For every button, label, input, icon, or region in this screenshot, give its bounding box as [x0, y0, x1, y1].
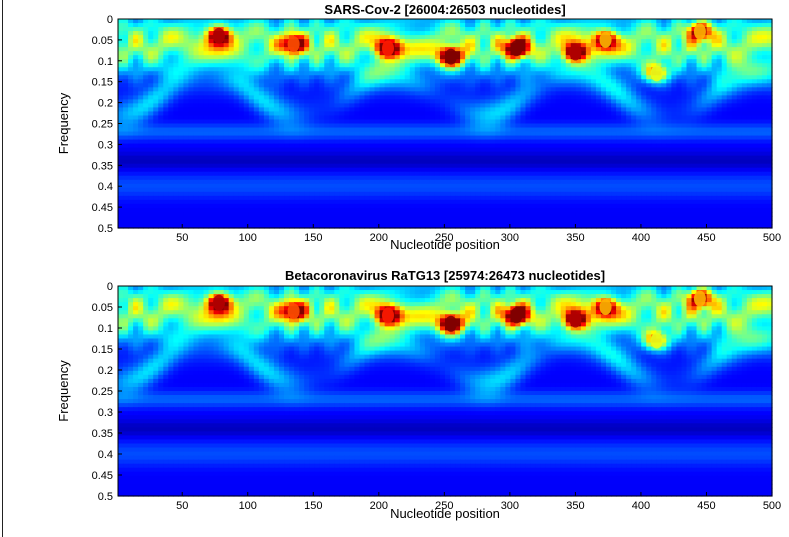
bottom-hotspot-2	[381, 307, 394, 324]
top-hotspot-6	[599, 31, 612, 48]
top-x-tick-label: 50	[176, 232, 188, 244]
top-chart-title: SARS-Cov-2 [26004:26503 nucleotides]	[324, 2, 565, 17]
top-x-tick-label: 450	[697, 232, 715, 244]
bottom-x-tick-label: 250	[435, 500, 453, 512]
top-hotspot-8	[693, 23, 706, 40]
top-hotspot-0	[212, 27, 225, 44]
bottom-y-tick-label: 0.1	[98, 323, 113, 335]
top-x-tick-label: 350	[566, 232, 584, 244]
bottom-hotspot-7	[650, 332, 663, 349]
bottom-y-tick-label: 0.4	[98, 449, 113, 461]
top-x-tick-label: 250	[435, 232, 453, 244]
bottom-y-tick-label: 0.05	[92, 302, 113, 314]
top-y-tick-label: 0.2	[98, 98, 113, 110]
bottom-y-tick-label: 0.45	[92, 470, 113, 482]
bottom-x-tick-label: 100	[239, 500, 257, 512]
bottom-y-tick-label: 0	[107, 281, 113, 293]
top-y-tick-label: 0.45	[92, 202, 113, 214]
bottom-x-tick-label: 200	[370, 500, 388, 512]
bottom-y-tick-label: 0.5	[98, 491, 113, 503]
top-x-tick-label: 100	[239, 232, 257, 244]
top-heatmap-panel: 50 100 150 200 250 300 350 400 450 500 0 0.05 0.1 0.1…	[56, 2, 781, 252]
bottom-x-axis-label: Nucleotide position	[390, 506, 500, 521]
top-y-tick-label: 0	[107, 14, 113, 26]
top-hotspot-2	[381, 40, 394, 57]
bottom-hotspot-6	[599, 299, 612, 315]
top-y-tick-label: 0.05	[92, 35, 113, 47]
top-y-tick-label: 0.4	[98, 181, 113, 193]
bottom-chart-title: Betacoronavirus RaTG13 [25974:26473 nucl…	[285, 268, 605, 283]
top-hotspot-7	[650, 65, 663, 82]
bottom-y-tick-label: 0.25	[92, 386, 113, 398]
bottom-hotspot-5	[569, 311, 582, 328]
bottom-x-tick-label: 500	[763, 500, 781, 512]
bottom-x-tick-label: 350	[566, 500, 584, 512]
top-x-axis-label: Nucleotide position	[390, 237, 500, 252]
bottom-x-tick-label: 400	[632, 500, 650, 512]
bottom-y-tick-label: 0.2	[98, 365, 113, 377]
bottom-heatmap-image	[118, 286, 773, 497]
top-x-tick-label: 400	[632, 232, 650, 244]
top-heatmap-image	[118, 19, 773, 229]
top-y-tick-label: 0.5	[98, 223, 113, 235]
bottom-x-tick-label: 450	[697, 500, 715, 512]
bottom-x-tick-label: 50	[176, 500, 188, 512]
bottom-y-tick-label: 0.3	[98, 407, 113, 419]
bottom-heatmap-panel: 50 100 150 200 250 300 350 400 450 500 0 0.05 0.1 0.1…	[56, 268, 781, 521]
bottom-hotspot-8	[693, 290, 706, 307]
top-x-tick-label: 500	[763, 232, 781, 244]
top-hotspot-3	[444, 48, 457, 65]
top-y-tick-label: 0.15	[92, 77, 113, 89]
bottom-y-axis-label: Frequency	[56, 360, 71, 422]
bottom-hotspot-3	[444, 315, 457, 332]
top-y-tick-label: 0.35	[92, 160, 113, 172]
bottom-y-tick-label: 0.15	[92, 344, 113, 356]
top-y-tick-label: 0.25	[92, 119, 113, 131]
bottom-y-tick-label: 0.35	[92, 428, 113, 440]
bottom-hotspot-0	[212, 294, 225, 311]
bottom-hotspot-1	[287, 303, 300, 320]
top-x-tick-label: 150	[304, 232, 322, 244]
bottom-x-tick-label: 300	[501, 500, 519, 512]
page-left-rule	[2, 0, 3, 537]
top-hotspot-4	[510, 40, 523, 57]
top-x-tick-label: 300	[501, 232, 519, 244]
bottom-x-tick-label: 150	[304, 500, 322, 512]
top-hotspot-5	[569, 44, 582, 61]
bottom-hotspot-4	[510, 307, 523, 324]
top-y-tick-label: 0.1	[98, 56, 113, 68]
top-hotspot-1	[287, 36, 300, 53]
top-y-axis-label: Frequency	[56, 92, 71, 154]
top-x-tick-label: 200	[370, 232, 388, 244]
top-y-tick-label: 0.3	[98, 139, 113, 151]
